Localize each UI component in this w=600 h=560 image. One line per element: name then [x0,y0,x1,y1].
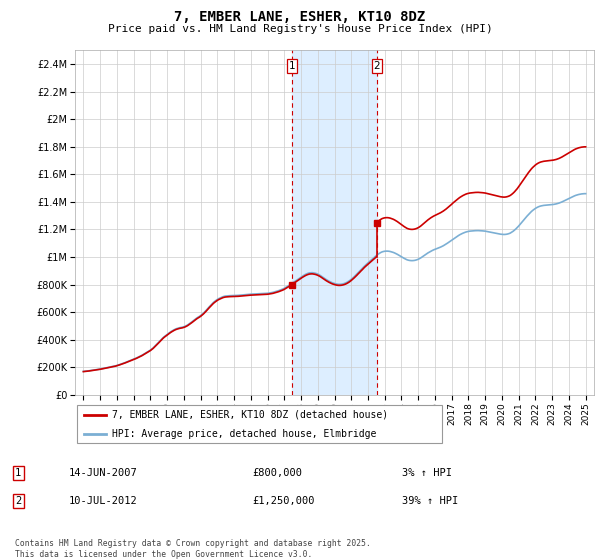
Text: 1: 1 [289,61,295,71]
Bar [292,50,377,395]
Text: £800,000: £800,000 [252,468,302,478]
Text: 39% ↑ HPI: 39% ↑ HPI [402,496,458,506]
Text: 7, EMBER LANE, ESHER, KT10 8DZ (detached house): 7, EMBER LANE, ESHER, KT10 8DZ (detached… [112,409,388,419]
Text: Price paid vs. HM Land Registry's House Price Index (HPI): Price paid vs. HM Land Registry's House … [107,24,493,34]
Text: 7, EMBER LANE, ESHER, KT10 8DZ: 7, EMBER LANE, ESHER, KT10 8DZ [175,10,425,24]
FancyBboxPatch shape [77,405,442,443]
Text: £1,250,000: £1,250,000 [252,496,314,506]
Text: HPI: Average price, detached house, Elmbridge: HPI: Average price, detached house, Elmb… [112,429,376,439]
Text: 14-JUN-2007: 14-JUN-2007 [69,468,138,478]
Text: Contains HM Land Registry data © Crown copyright and database right 2025.
This d: Contains HM Land Registry data © Crown c… [15,539,371,559]
Text: 1: 1 [15,468,21,478]
Text: 3% ↑ HPI: 3% ↑ HPI [402,468,452,478]
Text: 10-JUL-2012: 10-JUL-2012 [69,496,138,506]
Text: 2: 2 [15,496,21,506]
Text: 2: 2 [374,61,380,71]
